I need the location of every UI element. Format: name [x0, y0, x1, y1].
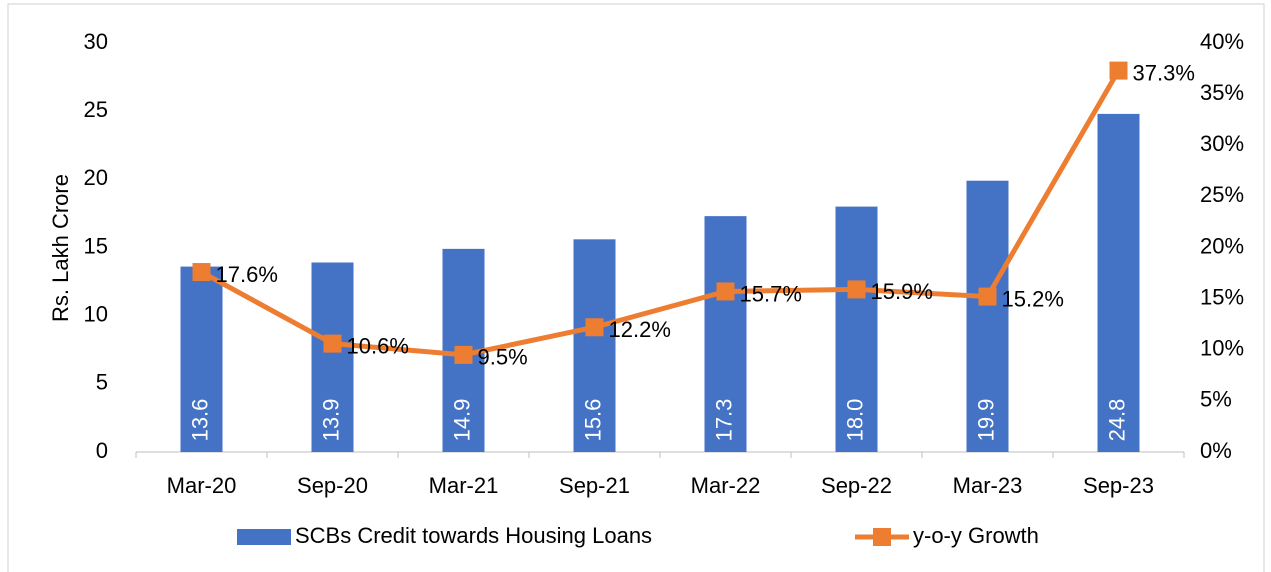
- line-value-label: 9.5%: [478, 345, 528, 370]
- x-tick-label: Sep-20: [297, 473, 368, 498]
- bar: [835, 206, 878, 452]
- line-value-label: 15.7%: [740, 281, 802, 306]
- line-value-label: 17.6%: [216, 262, 278, 287]
- x-tick-label: Mar-23: [953, 473, 1023, 498]
- bar: [704, 216, 747, 452]
- y2-tick-label: 30%: [1200, 131, 1244, 156]
- y-tick-label: 10: [84, 301, 108, 326]
- y-axis-label: Rs. Lakh Crore: [48, 174, 73, 322]
- line-value-label: 15.2%: [1002, 286, 1064, 311]
- line-marker: [585, 318, 604, 337]
- x-tick-label: Mar-20: [167, 473, 237, 498]
- y2-tick-label: 0%: [1200, 438, 1232, 463]
- bar-value-label: 24.8: [1104, 399, 1129, 442]
- x-tick-label: Sep-21: [559, 473, 630, 498]
- line-marker: [1109, 61, 1128, 80]
- bar: [573, 239, 616, 452]
- x-tick-label: Mar-22: [691, 473, 761, 498]
- y-tick-label: 30: [84, 29, 108, 54]
- bar-value-label: 13.9: [318, 399, 343, 442]
- bar-value-label: 13.6: [187, 399, 212, 442]
- x-tick-label: Sep-23: [1083, 473, 1154, 498]
- bar: [966, 180, 1009, 453]
- line-marker: [323, 334, 342, 353]
- line-marker: [192, 263, 211, 282]
- y2-tick-label: 25%: [1200, 182, 1244, 207]
- bar-value-label: 15.6: [580, 399, 605, 442]
- bar-value-label: 19.9: [973, 399, 998, 442]
- y2-tick-label: 5%: [1200, 387, 1232, 412]
- y-tick-label: 25: [84, 97, 108, 122]
- line-marker: [847, 280, 866, 299]
- bar-value-label: 14.9: [449, 399, 474, 442]
- legend-label: y-o-y Growth: [913, 523, 1039, 548]
- x-tick-label: Mar-21: [429, 473, 499, 498]
- legend-swatch: [237, 529, 291, 545]
- y-tick-label: 15: [84, 233, 108, 258]
- legend-marker: [873, 528, 891, 546]
- y-tick-label: 20: [84, 165, 108, 190]
- bar-value-label: 17.3: [711, 399, 736, 442]
- bar-value-label: 18.0: [842, 399, 867, 442]
- y2-tick-label: 20%: [1200, 233, 1244, 258]
- bar: [180, 266, 223, 452]
- y2-tick-label: 40%: [1200, 29, 1244, 54]
- chart-border: [7, 3, 1265, 572]
- y2-tick-label: 15%: [1200, 284, 1244, 309]
- y2-tick-label: 10%: [1200, 336, 1244, 361]
- line-marker: [978, 287, 997, 306]
- line-marker: [716, 282, 735, 301]
- line-value-label: 37.3%: [1133, 60, 1195, 85]
- line-value-label: 10.6%: [347, 333, 409, 358]
- line-value-label: 12.2%: [609, 317, 671, 342]
- line-marker: [454, 345, 473, 364]
- bar: [311, 262, 354, 452]
- bar: [1097, 113, 1140, 452]
- line: [200, 69, 1121, 358]
- legend-label: SCBs Credit towards Housing Loans: [295, 523, 652, 548]
- y-tick-label: 5: [96, 370, 108, 395]
- x-tick-label: Sep-22: [821, 473, 892, 498]
- y2-tick-label: 35%: [1200, 80, 1244, 105]
- y-tick-label: 0: [96, 438, 108, 463]
- line-value-label: 15.9%: [871, 279, 933, 304]
